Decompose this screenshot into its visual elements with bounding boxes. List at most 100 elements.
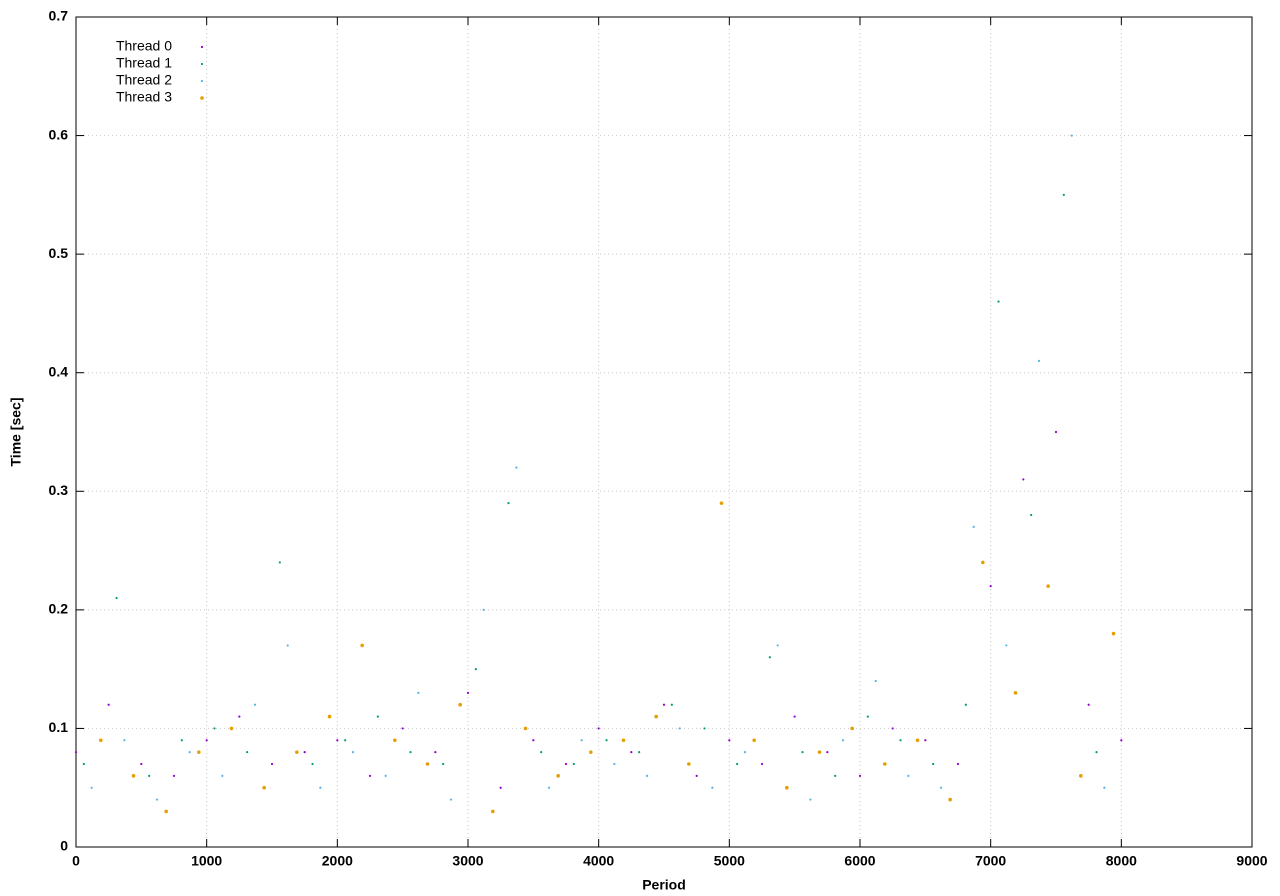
scatter-point [351,751,355,754]
x-axis-title: Period [642,877,686,893]
scatter-point [703,727,706,730]
scatter-point [858,774,862,777]
x-tick-label: 1000 [191,853,222,869]
scatter-point [449,798,453,801]
scatter-point [425,762,430,766]
scatter-point [874,679,877,683]
y-tick-label: 0 [60,838,68,854]
scatter-point [891,727,894,730]
scatter-point [556,774,560,778]
legend-marker [200,96,204,100]
scatter-point [270,762,274,766]
y-tick-label: 0.4 [49,363,69,379]
y-tick-label: 0.6 [49,126,69,142]
scatter-point [678,727,681,730]
scatter-point [638,751,641,754]
scatter-point [188,751,191,754]
scatter-point [956,762,960,766]
scatter-point [841,739,845,742]
scatter-point [253,703,257,706]
scatter-point [809,798,812,801]
scatter-point [572,762,575,766]
scatter-point [172,774,176,777]
y-axis-title: Time [sec] [8,398,24,467]
scatter-point [743,751,747,754]
scatter-point [654,714,658,719]
x-tick-label: 2000 [322,853,353,869]
scatter-point [1062,193,1065,196]
x-tick-label: 8000 [1106,853,1137,869]
scatter-point [645,774,649,777]
y-tick-label: 0.3 [49,482,69,498]
scatter-point [899,739,902,742]
scatter-point [964,703,967,706]
legend-marker [200,79,204,83]
scatter-point [327,714,332,719]
scatter-point [989,585,992,588]
scatter-point [360,643,364,648]
scatter-point [393,738,397,743]
scatter-point [123,739,126,742]
scatter-point [278,561,281,564]
scatter-point [589,750,593,754]
legend-label: Thread 1 [116,55,172,71]
scatter-point [197,750,201,754]
scatter-point [621,738,626,743]
plot-frame [75,16,1253,848]
x-tick-label: 0 [72,853,80,869]
scatter-point [785,785,789,790]
scatter-point [662,703,666,706]
scatter-point [695,774,698,777]
scatter-point [523,726,528,731]
scatter-point [82,762,85,766]
scatter-point [148,774,151,777]
legend-marker [200,62,204,66]
scatter-point [180,739,183,742]
scatter-point [466,691,470,694]
scatter-point [434,751,437,754]
scatter-point [719,501,724,505]
scatter-point [319,786,322,789]
scatter-point [924,739,927,742]
scatter-point [1022,478,1025,481]
scatter-point [499,786,502,789]
scatter-point [107,703,110,706]
scatter-point [384,774,387,777]
scatter-point [491,809,495,814]
legend-marker [200,45,204,49]
scatter-point [507,502,510,505]
scatter-point [286,644,289,647]
legend-label: Thread 0 [116,38,172,54]
scatter-point [564,762,568,766]
scatter-point [768,656,771,659]
scatter-point [1095,751,1098,754]
scatter-point [1103,786,1106,789]
y-tick-label: 0.1 [49,719,69,735]
legend-label: Thread 2 [116,72,172,88]
scatter-point [409,751,412,754]
scatter-point [915,738,920,743]
x-tick-label: 4000 [583,853,614,869]
scatter-point [376,715,379,718]
scatter-point [140,762,143,766]
scatter-point [311,762,314,766]
x-tick-label: 9000 [1236,853,1267,869]
scatter-point [776,644,779,647]
scatter-point [826,751,829,754]
scatter-point [1111,631,1116,636]
scatter-point [246,751,249,754]
x-tick-label: 3000 [452,853,483,869]
scatter-point [817,750,822,754]
scatter-point [336,739,339,742]
scatter-point [981,560,985,565]
scatter-point [155,798,159,801]
scatter-point [344,739,347,742]
x-tick-label: 5000 [714,853,745,869]
scatter-point [907,774,910,777]
scatter-point [417,691,420,694]
scatter-point [630,751,633,754]
scatter-point [442,762,445,766]
scatter-point [474,668,477,671]
scatter-point [613,762,616,766]
